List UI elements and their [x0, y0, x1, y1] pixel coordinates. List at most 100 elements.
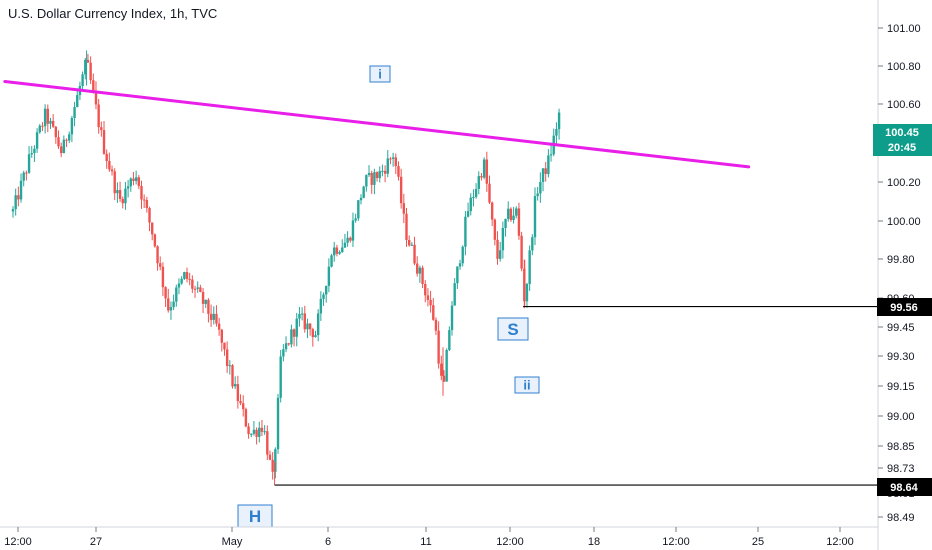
- candle-body: [416, 263, 419, 274]
- candle: [373, 168, 376, 195]
- descending-trendline[interactable]: [3, 80, 751, 169]
- candle: [477, 171, 480, 195]
- candle-body: [282, 349, 285, 357]
- candle: [319, 291, 323, 321]
- candle-body: [185, 272, 189, 279]
- candle-body: [46, 108, 49, 124]
- candle-body: [19, 180, 23, 200]
- candle-body: [89, 62, 92, 81]
- candle-body: [316, 313, 320, 336]
- wave-marker-label: H: [249, 507, 261, 526]
- candle-body: [86, 59, 90, 63]
- candle-body: [70, 117, 74, 135]
- candle-body: [49, 120, 52, 124]
- candle: [292, 328, 296, 347]
- candle: [43, 104, 47, 134]
- candle-body: [43, 108, 47, 127]
- candle-body: [445, 349, 448, 382]
- candle-body: [482, 159, 486, 178]
- candle-body: [268, 454, 272, 460]
- candle-body: [496, 239, 499, 259]
- candle-body: [432, 305, 435, 320]
- candle: [142, 194, 146, 209]
- candle: [306, 318, 309, 339]
- candle-body: [308, 323, 312, 330]
- candle: [239, 394, 242, 406]
- candle: [338, 250, 341, 255]
- candle: [14, 188, 17, 216]
- candle: [300, 307, 304, 321]
- candle-body: [220, 329, 223, 343]
- candle-body: [38, 125, 41, 133]
- candle: [180, 276, 183, 285]
- candle-body: [284, 343, 288, 350]
- candle: [225, 341, 229, 374]
- candle-body: [250, 433, 253, 435]
- x-tick-label: 12:00: [826, 536, 854, 548]
- candle-body: [517, 208, 521, 236]
- candle-body: [41, 125, 44, 127]
- candle-body: [520, 235, 523, 269]
- candle: [437, 321, 440, 369]
- candle: [228, 360, 232, 375]
- current-price-tag: 100.45 20:45: [873, 124, 932, 156]
- candle-body: [381, 170, 384, 172]
- x-tick-label: 27: [90, 536, 102, 548]
- candle-body: [33, 148, 36, 154]
- candle: [515, 206, 518, 219]
- candle-body: [544, 168, 547, 174]
- candle-body: [311, 329, 315, 338]
- candle: [450, 301, 454, 336]
- candle: [375, 171, 379, 182]
- candle-body: [303, 313, 306, 330]
- x-tick-label: 12:00: [662, 536, 690, 548]
- candle: [365, 174, 368, 192]
- candle: [432, 298, 435, 321]
- y-tick-label: 99.15: [887, 381, 915, 393]
- candle: [485, 151, 489, 192]
- candle-body: [458, 263, 462, 267]
- candle: [469, 193, 472, 216]
- candle: [102, 121, 106, 155]
- candle-body: [333, 247, 336, 256]
- candle: [386, 150, 389, 178]
- candle-body: [116, 190, 119, 194]
- candle-body: [27, 154, 31, 173]
- candle-body: [140, 185, 143, 200]
- candle-body: [110, 169, 114, 172]
- candle: [440, 355, 443, 381]
- candle: [169, 301, 173, 320]
- candle: [488, 175, 491, 204]
- time-axis[interactable]: 12:00 27 May 6 11 12:00 18 12:00 25 12:00: [4, 527, 854, 548]
- wave-marker-box: [369, 65, 391, 83]
- candle-body: [196, 287, 199, 289]
- candle: [121, 196, 124, 209]
- candle: [424, 280, 427, 303]
- candle-body: [169, 307, 173, 311]
- candle-body: [59, 146, 63, 154]
- candle-body: [488, 183, 491, 203]
- candle-body: [150, 222, 154, 235]
- candle-body: [370, 172, 373, 185]
- candle: [266, 425, 269, 461]
- candle: [223, 342, 226, 356]
- y-tick-label: 100.80: [887, 61, 921, 73]
- candle-body: [507, 208, 510, 219]
- candle-body: [290, 329, 293, 345]
- candle: [220, 328, 223, 352]
- candle-body: [175, 287, 178, 302]
- wave-marker-box: [514, 376, 540, 394]
- x-tick-label: 12:00: [4, 536, 32, 548]
- candle: [145, 196, 149, 213]
- candle: [394, 153, 397, 175]
- candle-body: [429, 299, 432, 306]
- candle-body: [418, 267, 422, 274]
- wave-marker-S: S: [497, 317, 529, 341]
- candle-body: [365, 175, 368, 187]
- candle: [49, 117, 52, 129]
- candle: [512, 206, 515, 224]
- candle: [472, 189, 475, 207]
- candle: [359, 194, 363, 205]
